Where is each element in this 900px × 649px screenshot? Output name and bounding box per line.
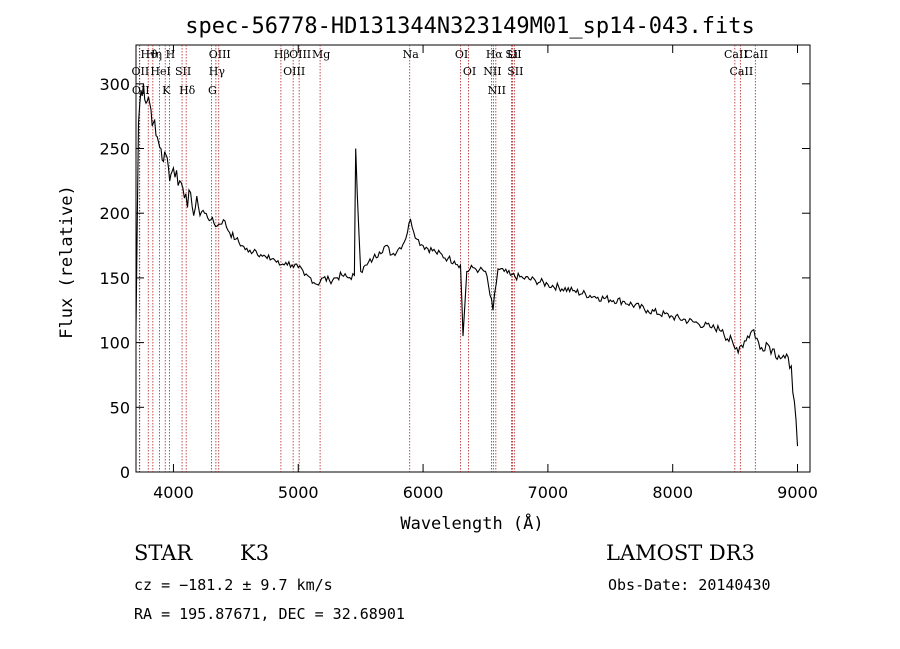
line-marker-label: HeI	[150, 65, 170, 78]
y-axis-ticks: 0 50 100 150 200 250 300	[99, 75, 810, 482]
line-marker-label: Li	[507, 48, 518, 61]
line-marker-label: OIII	[289, 48, 311, 61]
chart-title: spec-56778-HD131344N323149M01_sp14-043.f…	[185, 14, 755, 39]
line-marker-label: Hβ	[274, 48, 290, 61]
line-marker-label: Hη	[146, 48, 162, 61]
line-marker-label: NII	[483, 65, 501, 78]
line-marker-label: OI	[463, 65, 476, 78]
line-marker-label: SII	[507, 65, 523, 78]
y-tick-label: 100	[99, 334, 130, 353]
line-marker-label: OIII	[209, 48, 231, 61]
line-marker-label: SII	[505, 48, 521, 61]
class-label: STAR	[134, 541, 193, 565]
coords-text: RA = 195.87671, DEC = 32.68901	[134, 605, 405, 623]
y-tick-label: 200	[99, 204, 130, 223]
line-marker-label: OI	[455, 48, 468, 61]
spectrum-line	[135, 83, 799, 447]
line-marker-label: H	[166, 48, 176, 61]
y-tick-label: 250	[99, 140, 130, 159]
x-tick-label: 6000	[403, 483, 444, 502]
line-marker-label: NII	[488, 84, 506, 97]
line-marker-label: Mg	[312, 48, 330, 61]
y-axis-label: Flux (relative)	[57, 185, 77, 339]
x-tick-label: 4000	[153, 483, 194, 502]
line-marker-label: Hα	[486, 48, 504, 61]
plot-frame	[135, 44, 811, 473]
line-marker-label: CaII	[724, 48, 748, 61]
line-marker-label: Na	[403, 48, 420, 61]
line-marker-label: OII	[132, 65, 150, 78]
line-marker-label: CaII	[730, 65, 754, 78]
line-marker-label: SII	[175, 65, 191, 78]
line-marker-label: Hγ	[209, 65, 226, 78]
y-tick-label: 150	[99, 269, 130, 288]
obs-date-text: Obs-Date: 20140430	[608, 576, 771, 594]
x-axis-label: Wavelength (Å)	[400, 512, 543, 534]
subclass-label: K3	[240, 541, 269, 565]
line-marker-label: G	[208, 84, 217, 97]
line-marker-label: K	[162, 84, 171, 97]
y-tick-label: 0	[120, 463, 130, 482]
x-tick-label: 9000	[777, 483, 818, 502]
line-marker-label: CaII	[744, 48, 768, 61]
y-tick-label: 300	[99, 75, 130, 94]
y-tick-label: 50	[110, 398, 130, 417]
line-marker-label: OIII	[283, 65, 305, 78]
spectral-line-markers	[138, 45, 756, 472]
line-marker-label: Hϑ	[140, 48, 158, 61]
x-tick-label: 8000	[652, 483, 693, 502]
x-tick-label: 5000	[278, 483, 319, 502]
x-tick-label: 7000	[528, 483, 569, 502]
x-axis-ticks: 4000 5000 6000 7000 8000 9000	[153, 45, 818, 502]
line-marker-label: Hδ	[179, 84, 196, 97]
cz-text: cz = −181.2 ± 9.7 km/s	[134, 576, 333, 594]
survey-label: LAMOST DR3	[606, 541, 755, 565]
